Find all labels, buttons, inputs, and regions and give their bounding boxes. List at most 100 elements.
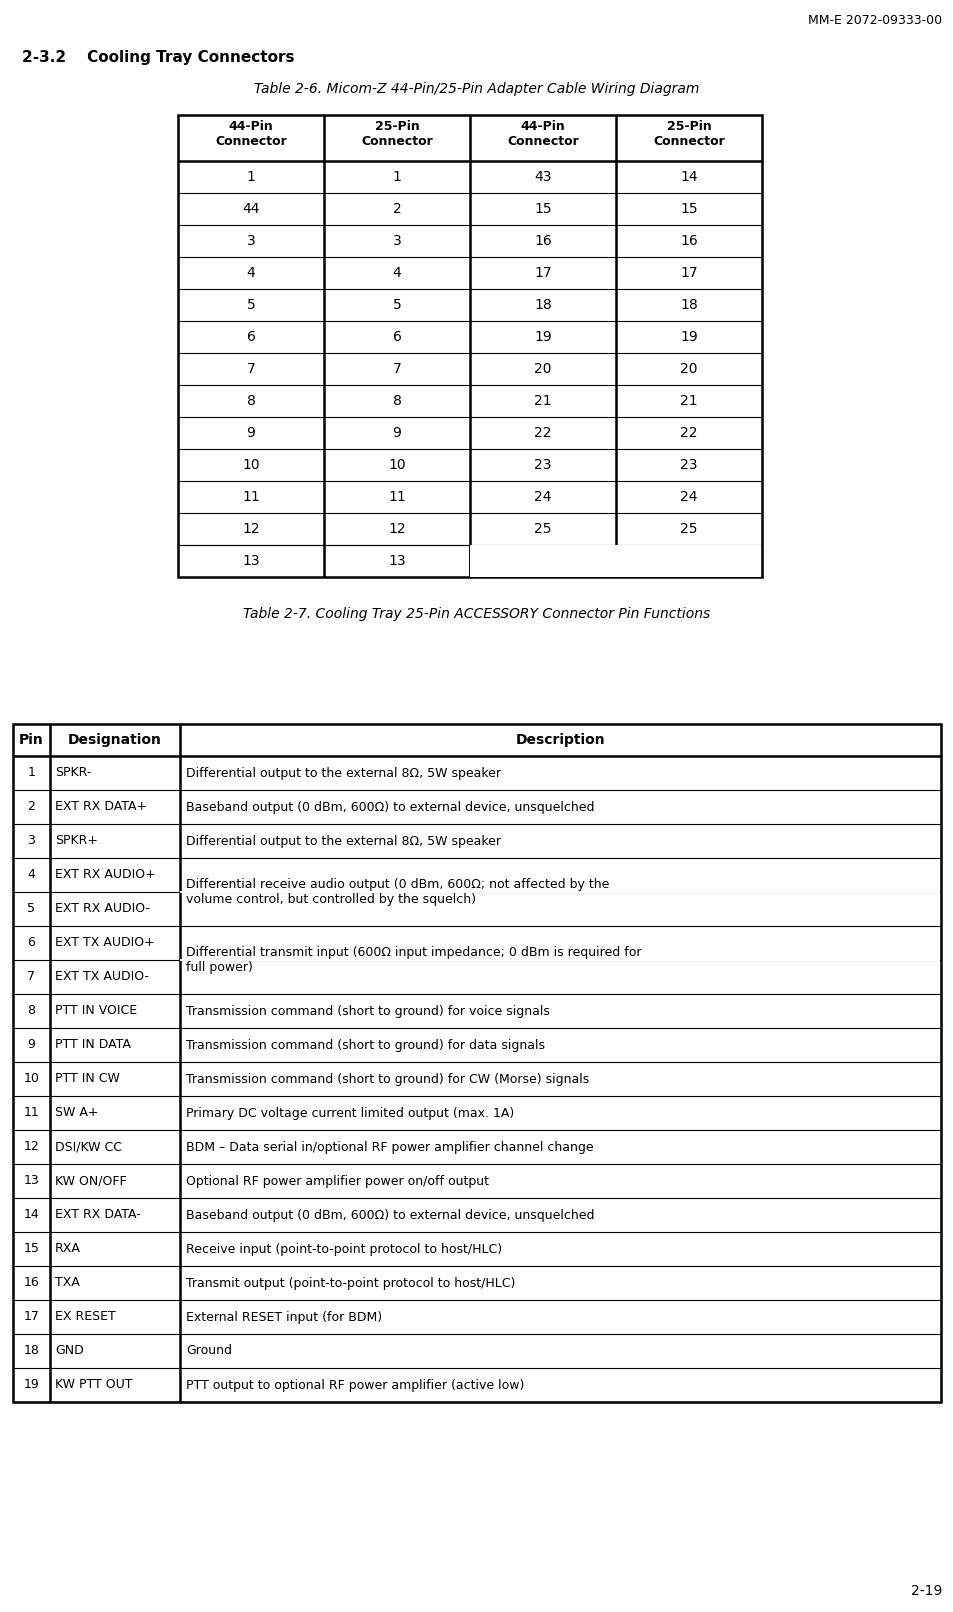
Text: Differential output to the external 8Ω, 5W speaker: Differential output to the external 8Ω, … bbox=[186, 835, 500, 848]
Text: 25: 25 bbox=[534, 522, 551, 537]
Text: External RESET input (for BDM): External RESET input (for BDM) bbox=[186, 1311, 382, 1323]
Text: 4: 4 bbox=[28, 869, 35, 882]
Text: 18: 18 bbox=[24, 1344, 39, 1357]
Text: TXA: TXA bbox=[55, 1277, 80, 1290]
Text: 5: 5 bbox=[247, 298, 255, 313]
Text: 5: 5 bbox=[393, 298, 401, 313]
Text: Pin: Pin bbox=[19, 733, 44, 746]
Text: GND: GND bbox=[55, 1344, 84, 1357]
Text: BDM – Data serial in/optional RF power amplifier channel change: BDM – Data serial in/optional RF power a… bbox=[186, 1141, 593, 1154]
Text: 16: 16 bbox=[534, 234, 551, 248]
Text: 21: 21 bbox=[679, 393, 697, 408]
Text: SPKR+: SPKR+ bbox=[55, 835, 98, 848]
Text: Description: Description bbox=[516, 733, 604, 746]
Text: KW PTT OUT: KW PTT OUT bbox=[55, 1378, 132, 1391]
Text: 4: 4 bbox=[247, 266, 255, 280]
Text: Table 2-6. Micom-Z 44-Pin/25-Pin Adapter Cable Wiring Diagram: Table 2-6. Micom-Z 44-Pin/25-Pin Adapter… bbox=[254, 82, 699, 97]
Text: Primary DC voltage current limited output (max. 1A): Primary DC voltage current limited outpu… bbox=[186, 1106, 514, 1119]
Text: 10: 10 bbox=[388, 458, 405, 472]
Text: 2-3.2    Cooling Tray Connectors: 2-3.2 Cooling Tray Connectors bbox=[22, 50, 294, 64]
Text: 3: 3 bbox=[393, 234, 401, 248]
Text: 12: 12 bbox=[24, 1141, 39, 1154]
Text: 8: 8 bbox=[28, 1004, 35, 1017]
Text: 11: 11 bbox=[24, 1106, 39, 1119]
Text: 17: 17 bbox=[24, 1311, 39, 1323]
Text: 13: 13 bbox=[24, 1175, 39, 1188]
Text: 17: 17 bbox=[534, 266, 551, 280]
Text: 8: 8 bbox=[246, 393, 255, 408]
Text: 10: 10 bbox=[24, 1072, 39, 1085]
Text: Transmit output (point-to-point protocol to host/HLC): Transmit output (point-to-point protocol… bbox=[186, 1277, 515, 1290]
Text: 6: 6 bbox=[28, 937, 35, 949]
Text: Baseband output (0 dBm, 600Ω) to external device, unsquelched: Baseband output (0 dBm, 600Ω) to externa… bbox=[186, 1209, 594, 1222]
Text: 23: 23 bbox=[679, 458, 697, 472]
Text: PTT IN VOICE: PTT IN VOICE bbox=[55, 1004, 137, 1017]
Text: 1: 1 bbox=[28, 766, 35, 780]
Text: 24: 24 bbox=[679, 490, 697, 505]
Text: 44: 44 bbox=[242, 202, 259, 216]
Text: Ground: Ground bbox=[186, 1344, 232, 1357]
Text: MM-E 2072-09333-00: MM-E 2072-09333-00 bbox=[807, 15, 941, 27]
Text: 15: 15 bbox=[24, 1243, 39, 1256]
Text: 4: 4 bbox=[393, 266, 401, 280]
Text: 8: 8 bbox=[392, 393, 401, 408]
Text: 2: 2 bbox=[393, 202, 401, 216]
Text: EXT RX DATA-: EXT RX DATA- bbox=[55, 1209, 141, 1222]
Bar bbox=[178, 114, 761, 577]
Text: 3: 3 bbox=[28, 835, 35, 848]
Text: EXT TX AUDIO+: EXT TX AUDIO+ bbox=[55, 937, 154, 949]
Text: Differential transmit input (600Ω input impedance; 0 dBm is required for
full po: Differential transmit input (600Ω input … bbox=[186, 946, 640, 974]
Text: 24: 24 bbox=[534, 490, 551, 505]
Text: KW ON/OFF: KW ON/OFF bbox=[55, 1175, 127, 1188]
Text: 43: 43 bbox=[534, 169, 551, 184]
Text: 44-Pin
Connector: 44-Pin Connector bbox=[214, 119, 287, 148]
Text: EXT TX AUDIO-: EXT TX AUDIO- bbox=[55, 970, 149, 983]
Text: Differential receive audio output (0 dBm, 600Ω; not affected by the
volume contr: Differential receive audio output (0 dBm… bbox=[186, 879, 609, 906]
Text: 1: 1 bbox=[392, 169, 401, 184]
Text: EXT RX AUDIO+: EXT RX AUDIO+ bbox=[55, 869, 155, 882]
Text: Optional RF power amplifier power on/off output: Optional RF power amplifier power on/off… bbox=[186, 1175, 489, 1188]
Text: Differential output to the external 8Ω, 5W speaker: Differential output to the external 8Ω, … bbox=[186, 766, 500, 780]
Text: 23: 23 bbox=[534, 458, 551, 472]
Text: 13: 13 bbox=[242, 555, 259, 567]
Text: 2: 2 bbox=[28, 801, 35, 814]
Text: SW A+: SW A+ bbox=[55, 1106, 98, 1119]
Text: 22: 22 bbox=[679, 426, 697, 440]
Text: 16: 16 bbox=[24, 1277, 39, 1290]
Text: 5: 5 bbox=[28, 903, 35, 916]
Text: 14: 14 bbox=[24, 1209, 39, 1222]
Text: 15: 15 bbox=[534, 202, 551, 216]
Bar bbox=[180, 891, 939, 893]
Bar bbox=[13, 724, 940, 1402]
Bar bbox=[470, 545, 760, 577]
Text: 20: 20 bbox=[534, 363, 551, 376]
Text: 12: 12 bbox=[242, 522, 259, 537]
Text: 22: 22 bbox=[534, 426, 551, 440]
Text: 12: 12 bbox=[388, 522, 405, 537]
Text: EXT RX AUDIO-: EXT RX AUDIO- bbox=[55, 903, 150, 916]
Text: 19: 19 bbox=[24, 1378, 39, 1391]
Text: 25-Pin
Connector: 25-Pin Connector bbox=[361, 119, 433, 148]
Text: 3: 3 bbox=[247, 234, 255, 248]
Text: 9: 9 bbox=[246, 426, 255, 440]
Text: 7: 7 bbox=[28, 970, 35, 983]
Text: 10: 10 bbox=[242, 458, 259, 472]
Text: PTT IN DATA: PTT IN DATA bbox=[55, 1038, 131, 1051]
Text: Designation: Designation bbox=[68, 733, 162, 746]
Text: 21: 21 bbox=[534, 393, 551, 408]
Text: Baseband output (0 dBm, 600Ω) to external device, unsquelched: Baseband output (0 dBm, 600Ω) to externa… bbox=[186, 801, 594, 814]
Text: Transmission command (short to ground) for CW (Morse) signals: Transmission command (short to ground) f… bbox=[186, 1072, 589, 1085]
Text: 44-Pin
Connector: 44-Pin Connector bbox=[507, 119, 578, 148]
Text: 11: 11 bbox=[388, 490, 405, 505]
Text: 18: 18 bbox=[534, 298, 551, 313]
Text: RXA: RXA bbox=[55, 1243, 81, 1256]
Text: PTT IN CW: PTT IN CW bbox=[55, 1072, 120, 1085]
Text: 7: 7 bbox=[393, 363, 401, 376]
Text: 6: 6 bbox=[246, 330, 255, 343]
Bar bbox=[180, 959, 939, 961]
Text: 20: 20 bbox=[679, 363, 697, 376]
Text: 25-Pin
Connector: 25-Pin Connector bbox=[653, 119, 724, 148]
Text: Transmission command (short to ground) for voice signals: Transmission command (short to ground) f… bbox=[186, 1004, 549, 1017]
Text: 11: 11 bbox=[242, 490, 259, 505]
Text: Transmission command (short to ground) for data signals: Transmission command (short to ground) f… bbox=[186, 1038, 544, 1051]
